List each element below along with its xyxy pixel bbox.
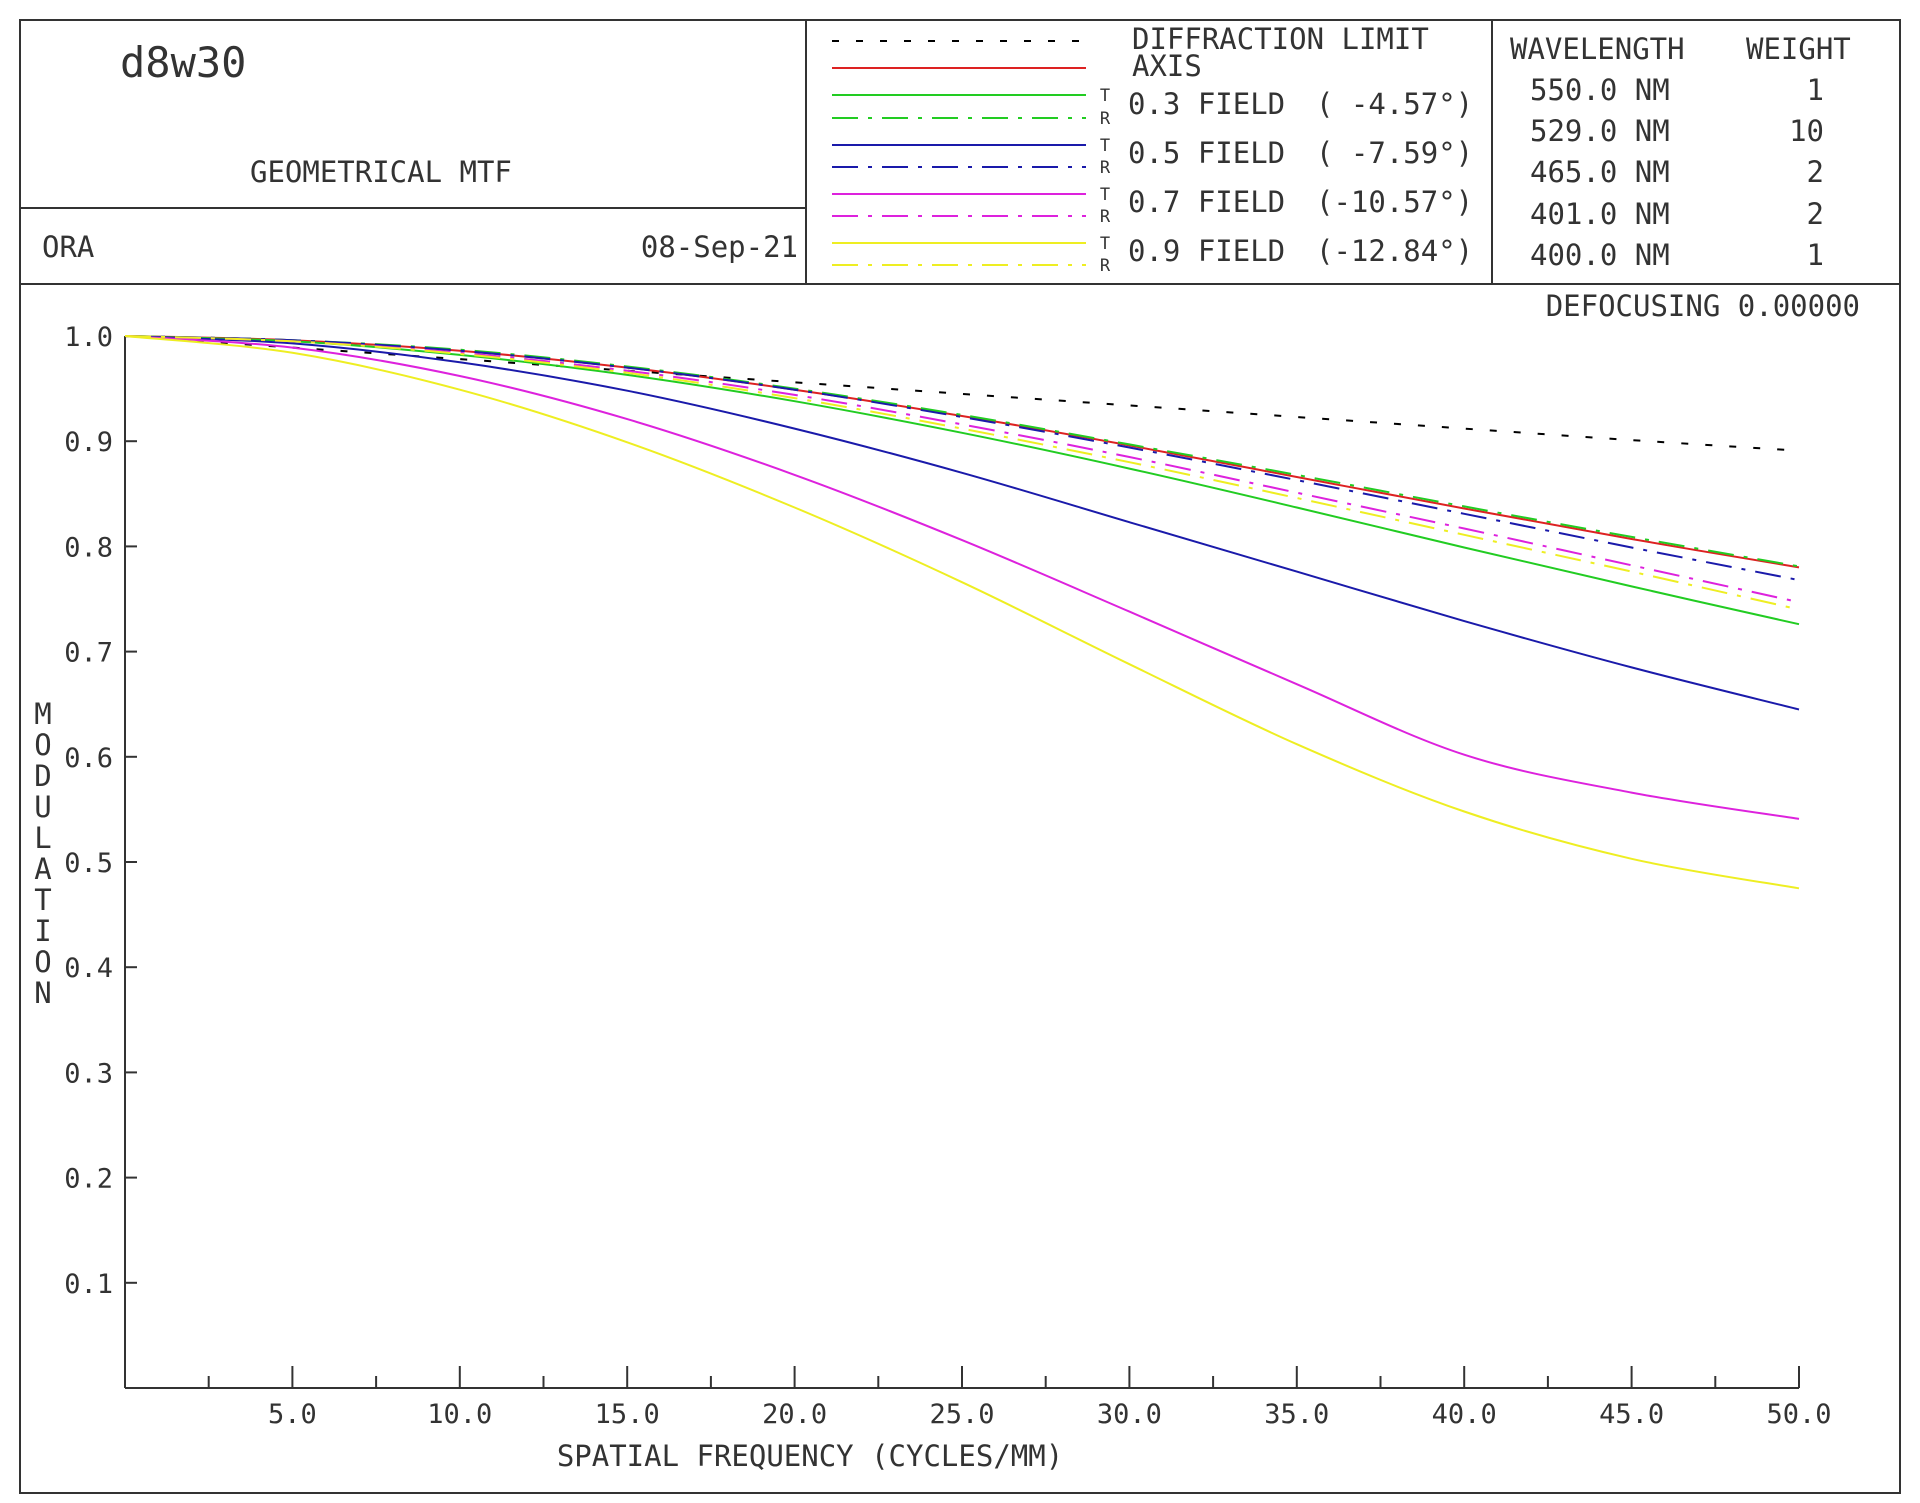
weight-value: 2 (1807, 155, 1824, 189)
y-tick-label: 0.7 (64, 638, 113, 669)
y-tick-label: 0.9 (64, 427, 113, 458)
weight-value: 1 (1807, 238, 1824, 272)
x-tick-label: 40.0 (1432, 1399, 1497, 1430)
y-tick-label: 0.8 (64, 532, 113, 563)
x-tick-label: 25.0 (929, 1399, 994, 1430)
weight-header: WEIGHT (1746, 32, 1851, 66)
lens-name: d8w30 (120, 38, 246, 87)
wavelength-value: 400.0 NM (1530, 238, 1670, 272)
plot-title: GEOMETRICAL MTF (250, 155, 512, 189)
legend-mark-t: T (1100, 86, 1110, 106)
wavelength-value: 465.0 NM (1530, 155, 1670, 189)
weight-value: 2 (1807, 197, 1824, 231)
legend-mark-t: T (1100, 234, 1110, 254)
weight-value: 1 (1807, 73, 1824, 107)
outer-frame (19, 19, 1901, 1494)
legend-mark-t: T (1100, 185, 1110, 205)
legend-field-angle: ( -7.59°) (1316, 136, 1473, 170)
legend-field-label: 0.7 FIELD (1128, 185, 1285, 219)
legend-field-label: 0.5 FIELD (1128, 136, 1285, 170)
x-tick-label: 20.0 (762, 1399, 827, 1430)
legend-label-diffraction: DIFFRACTION LIMIT (1132, 22, 1429, 56)
legend-field-angle: ( -4.57°) (1316, 87, 1473, 121)
x-tick-label: 50.0 (1766, 1399, 1831, 1430)
x-tick-label: 45.0 (1599, 1399, 1664, 1430)
y-tick-label: 0.6 (64, 743, 113, 774)
legend-mark-r: R (1100, 158, 1111, 178)
defocusing-readout: DEFOCUSING 0.00000 (1546, 289, 1860, 323)
legend-field-3: T R 0.7 FIELD (-10.57°) (832, 185, 1473, 227)
legend-field-angle: (-10.57°) (1316, 185, 1473, 219)
defocusing-value: 0.00000 (1738, 289, 1860, 323)
x-axis-label: SPATIAL FREQUENCY (CYCLES/MM) (557, 1439, 1063, 1473)
series-line-9 (124, 335, 1800, 890)
series-line-10 (124, 335, 1800, 611)
series-line-3 (124, 335, 1800, 626)
wavelength-value: 550.0 NM (1530, 73, 1670, 107)
mtf-curves (124, 335, 1800, 890)
legend: DIFFRACTION LIMIT AXIS T R 0.3 FIELD ( -… (832, 22, 1473, 276)
legend-mark-r: R (1100, 109, 1111, 129)
legend-field-label: 0.3 FIELD (1128, 87, 1285, 121)
legend-field-4: T R 0.9 FIELD (-12.84°) (832, 234, 1473, 276)
weight-value: 10 (1789, 114, 1824, 148)
legend-mark-r: R (1100, 207, 1111, 227)
wavelength-value: 401.0 NM (1530, 197, 1670, 231)
wavelength-value: 529.0 NM (1530, 114, 1670, 148)
x-tick-label: 35.0 (1264, 1399, 1329, 1430)
y-tick-label: 1.0 (64, 322, 113, 353)
y-tick-label: 0.2 (64, 1164, 113, 1195)
wavelength-header: WAVELENGTH (1510, 32, 1685, 66)
legend-field-2: T R 0.5 FIELD ( -7.59°) (832, 136, 1473, 178)
x-tick-label: 15.0 (595, 1399, 660, 1430)
x-tick-label: 5.0 (268, 1399, 317, 1430)
x-tick-label: 10.0 (427, 1399, 492, 1430)
series-line-6 (124, 335, 1800, 582)
legend-label-axis: AXIS (1132, 49, 1202, 83)
legend-mark-t: T (1100, 136, 1110, 156)
series-line-1 (124, 335, 1800, 452)
legend-field-1: T R 0.3 FIELD ( -4.57°) (832, 86, 1473, 129)
series-line-5 (124, 335, 1800, 711)
legend-field-angle: (-12.84°) (1316, 234, 1473, 268)
series-line-7 (124, 335, 1800, 820)
series-line-4 (124, 335, 1800, 568)
legend-field-label: 0.9 FIELD (1128, 234, 1285, 268)
y-tick-label: 0.4 (64, 953, 113, 984)
series-line-2 (124, 335, 1800, 569)
legend-mark-r: R (1100, 256, 1111, 276)
plot-date: 08-Sep-21 (641, 230, 798, 264)
y-tick-label: 0.1 (64, 1269, 113, 1300)
wavelength-table: WAVELENGTH WEIGHT 550.0 NM 1 529.0 NM 10… (1510, 32, 1851, 272)
program-name: ORA (42, 230, 94, 264)
defocusing-label: DEFOCUSING (1546, 289, 1721, 323)
axis-ticks: 5.0 10.0 15.0 20.0 25.0 30.0 35.0 40.0 45.0 50.0 0… (64, 322, 1831, 1430)
series-line-8 (124, 335, 1800, 604)
x-tick-label: 30.0 (1097, 1399, 1162, 1430)
y-tick-label: 0.3 (64, 1058, 113, 1089)
y-tick-label: 0.5 (64, 848, 113, 879)
